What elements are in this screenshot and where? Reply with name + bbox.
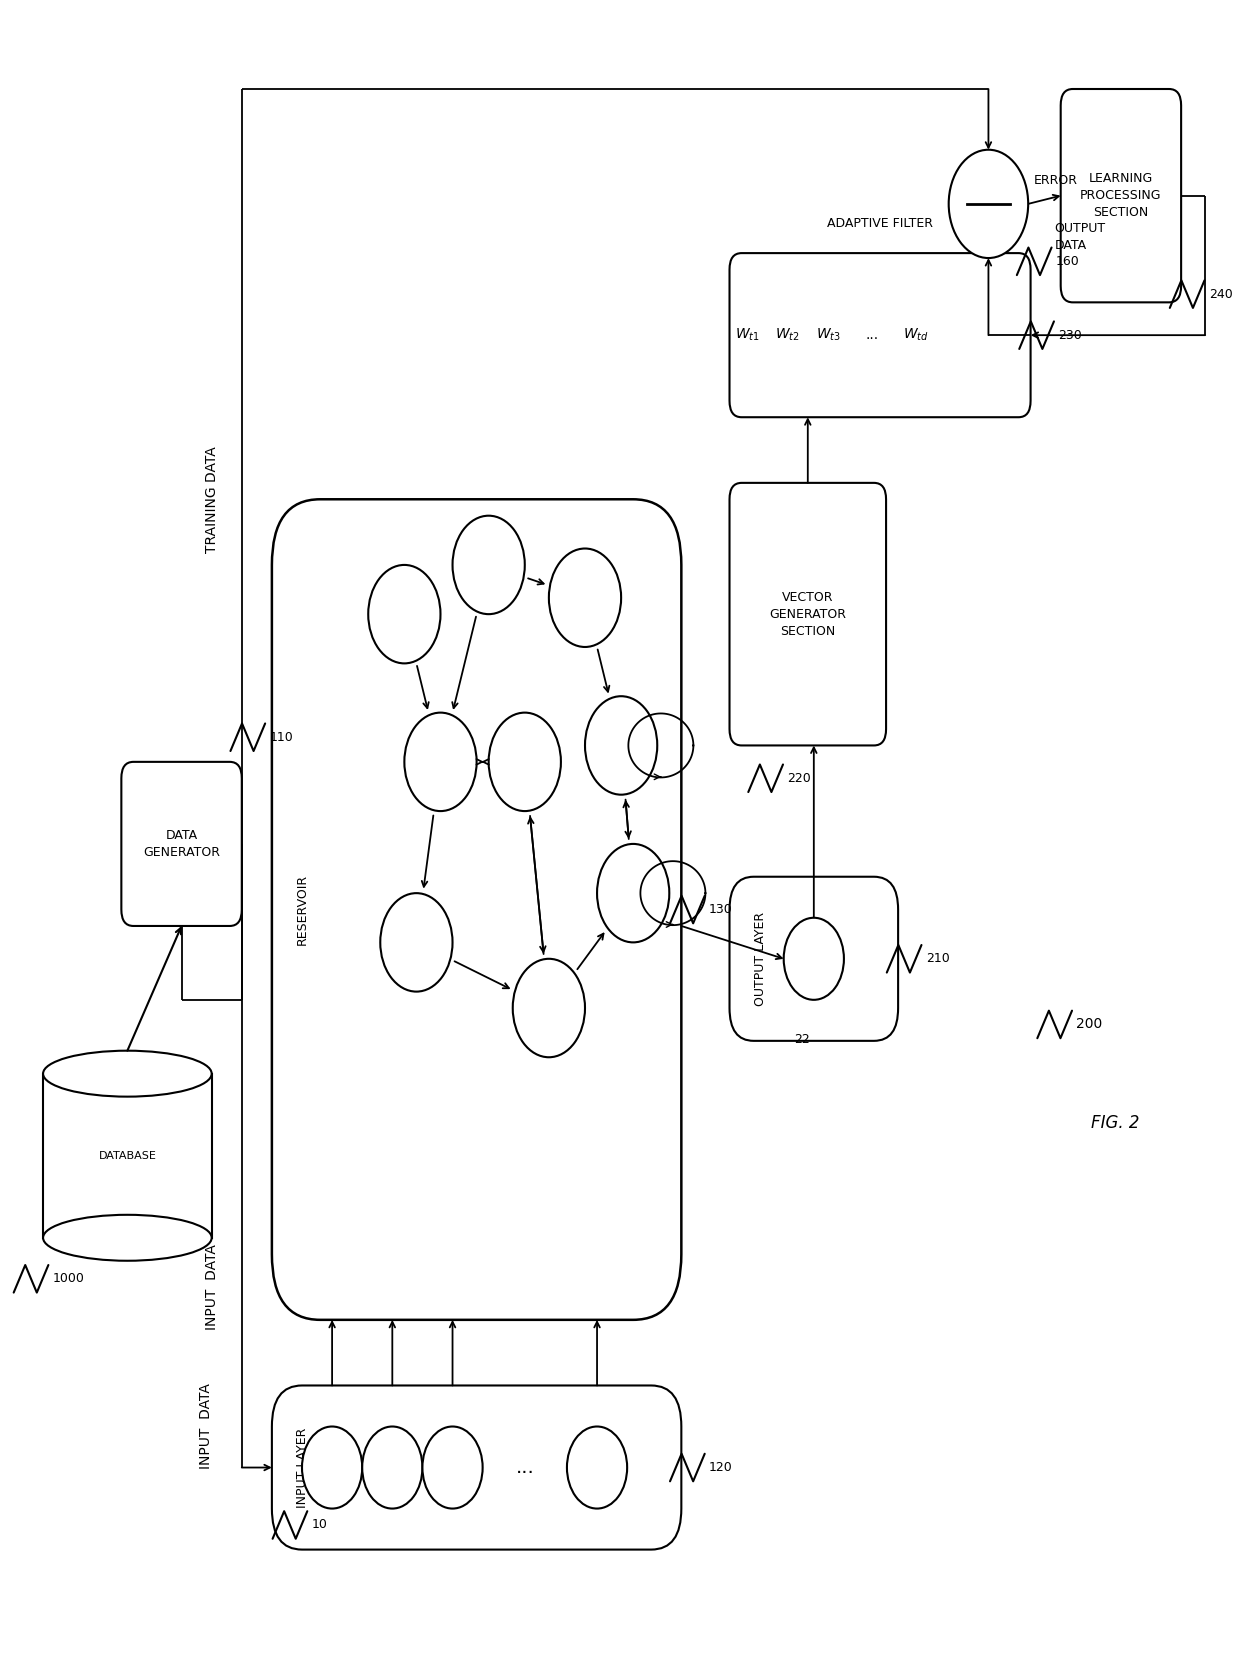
FancyBboxPatch shape [729, 253, 1030, 417]
Text: 200: 200 [1076, 1018, 1102, 1031]
Text: INPUT  DATA: INPUT DATA [198, 1384, 212, 1470]
Text: INPUT  DATA: INPUT DATA [205, 1245, 218, 1331]
Circle shape [362, 1427, 423, 1509]
Text: TRAINING DATA: TRAINING DATA [205, 445, 218, 553]
Circle shape [423, 1427, 482, 1509]
Text: $W_{t2}$: $W_{t2}$ [775, 328, 800, 343]
Text: 120: 120 [709, 1461, 733, 1475]
Text: 1000: 1000 [53, 1273, 84, 1286]
Circle shape [303, 1427, 362, 1509]
Circle shape [453, 516, 525, 614]
Circle shape [585, 697, 657, 794]
Text: 220: 220 [787, 771, 811, 784]
FancyBboxPatch shape [272, 500, 681, 1319]
Text: INPUT LAYER: INPUT LAYER [296, 1427, 309, 1508]
Circle shape [381, 894, 453, 991]
Text: OUTPUT
DATA: OUTPUT DATA [1055, 222, 1106, 252]
Circle shape [489, 713, 560, 811]
Circle shape [404, 713, 476, 811]
FancyBboxPatch shape [122, 761, 242, 925]
Ellipse shape [43, 1215, 212, 1261]
FancyBboxPatch shape [729, 877, 898, 1041]
Circle shape [784, 919, 844, 1000]
Circle shape [949, 149, 1028, 258]
Circle shape [549, 548, 621, 647]
FancyBboxPatch shape [1060, 89, 1182, 303]
Ellipse shape [43, 1051, 212, 1097]
Text: 240: 240 [1209, 288, 1233, 301]
Circle shape [513, 958, 585, 1058]
Text: ...: ... [866, 328, 878, 343]
Text: ERROR: ERROR [1034, 174, 1079, 187]
Circle shape [368, 564, 440, 664]
Text: 110: 110 [269, 732, 293, 743]
Text: 10: 10 [311, 1519, 327, 1531]
Text: VECTOR
GENERATOR
SECTION: VECTOR GENERATOR SECTION [769, 591, 846, 637]
Text: 230: 230 [1058, 329, 1083, 341]
Text: 160: 160 [1056, 255, 1080, 268]
Text: $W_{t1}$: $W_{t1}$ [735, 328, 760, 343]
Text: ADAPTIVE FILTER: ADAPTIVE FILTER [827, 217, 932, 230]
Text: DATA
GENERATOR: DATA GENERATOR [143, 829, 219, 859]
Text: 210: 210 [926, 952, 950, 965]
FancyBboxPatch shape [272, 1385, 681, 1549]
Text: OUTPUT LAYER: OUTPUT LAYER [754, 912, 766, 1006]
Text: FIG. 2: FIG. 2 [1091, 1114, 1140, 1132]
Text: DATABASE: DATABASE [98, 1150, 156, 1160]
Text: ...: ... [516, 1458, 534, 1476]
Circle shape [567, 1427, 627, 1509]
Circle shape [596, 844, 670, 942]
FancyBboxPatch shape [729, 483, 887, 745]
Text: LEARNING
PROCESSING
SECTION: LEARNING PROCESSING SECTION [1080, 172, 1162, 218]
FancyBboxPatch shape [43, 1074, 212, 1238]
Text: $W_{td}$: $W_{td}$ [903, 328, 929, 343]
Text: 130: 130 [709, 904, 733, 917]
Text: RESERVOIR: RESERVOIR [295, 874, 309, 945]
Text: $W_{t3}$: $W_{t3}$ [816, 328, 841, 343]
Text: 22: 22 [794, 1033, 810, 1046]
